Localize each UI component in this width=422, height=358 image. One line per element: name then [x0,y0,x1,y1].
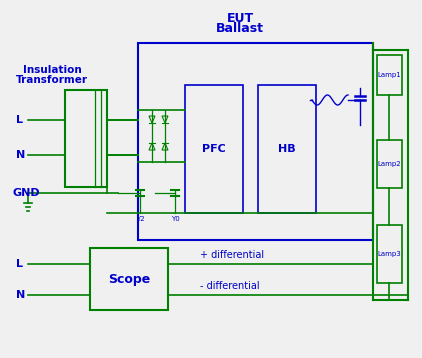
Text: GND: GND [12,188,40,198]
Text: PFC: PFC [202,144,226,154]
Text: L: L [16,115,23,125]
Text: L: L [16,259,23,269]
Text: Y2: Y2 [136,216,144,222]
Text: N: N [16,150,25,160]
Text: N: N [16,290,25,300]
Text: Ballast: Ballast [216,22,264,35]
Text: HB: HB [278,144,296,154]
Text: - differential: - differential [200,281,260,291]
Text: EUT: EUT [227,12,254,25]
Text: + differential: + differential [200,250,264,260]
Text: Lamp3: Lamp3 [377,251,401,257]
Text: Y0: Y0 [170,216,179,222]
Text: Insulation: Insulation [23,65,81,75]
Text: Lamp2: Lamp2 [377,161,401,167]
Text: Lamp1: Lamp1 [377,72,401,78]
Text: Scope: Scope [108,272,150,285]
Text: Transformer: Transformer [16,75,88,85]
